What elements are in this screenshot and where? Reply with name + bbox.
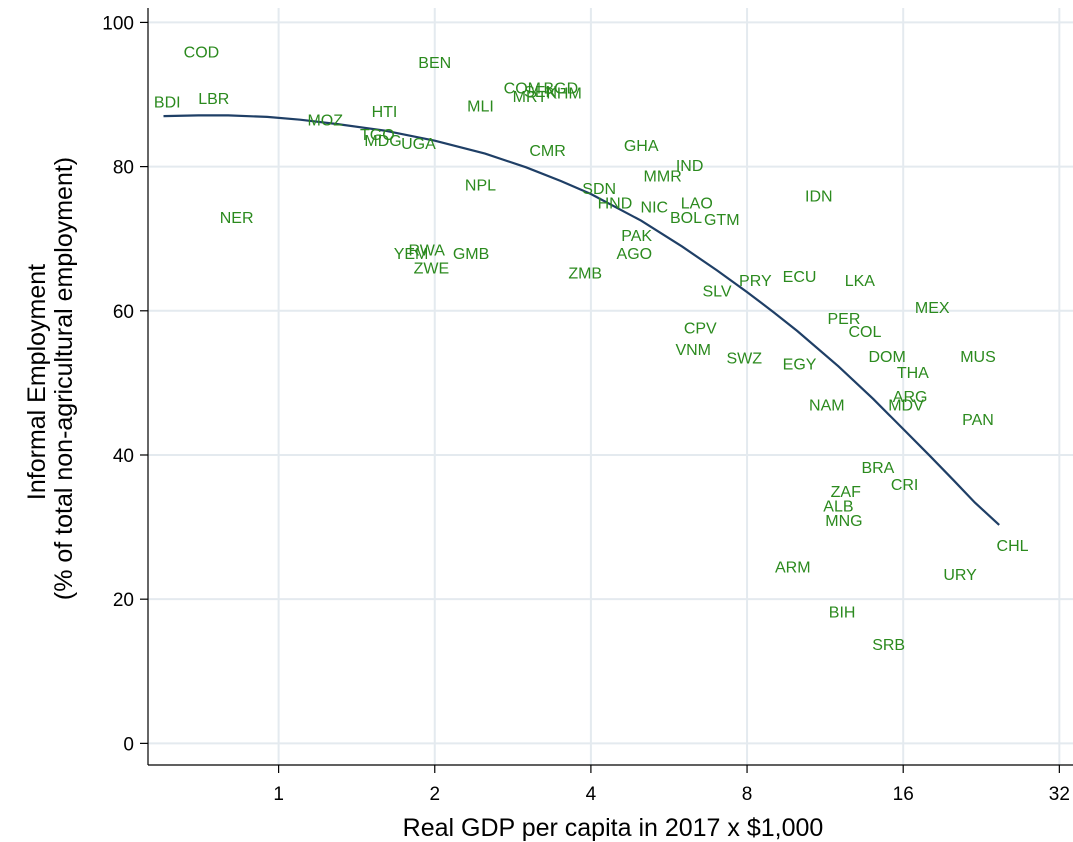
point-label-rwa: RWA — [409, 243, 446, 260]
point-label-gha: GHA — [624, 138, 659, 155]
point-label-cri: CRI — [891, 477, 919, 494]
point-label-lka: LKA — [845, 273, 876, 290]
point-label-per: PER — [828, 311, 861, 328]
point-label-mrt: MRT — [513, 89, 548, 106]
fit-curve — [163, 114, 1000, 526]
y-axis-title: Informal Employment (% of total non-agri… — [23, 157, 78, 600]
point-label-ner: NER — [220, 210, 254, 227]
y-axis-title-line-1: Informal Employment — [23, 264, 51, 500]
point-label-idn: IDN — [805, 188, 833, 205]
point-label-bra: BRA — [861, 460, 894, 477]
fit-curve-group — [163, 114, 1000, 526]
point-label-arm: ARM — [775, 560, 811, 577]
point-label-gtm: GTM — [704, 212, 740, 229]
x-tick-label: 8 — [742, 784, 753, 805]
point-label-cpv: CPV — [684, 320, 717, 337]
point-label-cod: COD — [184, 44, 220, 61]
y-tick-label: 80 — [113, 158, 134, 179]
point-label-ecu: ECU — [783, 269, 817, 286]
point-label-tgo: TGO — [360, 127, 395, 144]
x-tick-label: 4 — [586, 784, 597, 805]
point-label-dom: DOM — [868, 349, 905, 366]
point-label-mng: MNG — [825, 513, 862, 530]
point-label-bih: BIH — [829, 604, 856, 621]
point-label-tha: THA — [897, 365, 929, 382]
grid-lines — [148, 8, 1073, 765]
point-label-nic: NIC — [641, 199, 669, 216]
point-label-yem: YEM — [394, 246, 429, 263]
x-tick-label: 16 — [893, 784, 914, 805]
point-label-com: COM — [504, 80, 541, 97]
point-label-mex: MEX — [915, 300, 950, 317]
point-label-egy: EGY — [783, 356, 817, 373]
point-label-hnd: HND — [598, 196, 633, 213]
y-tick-label: 60 — [113, 302, 134, 323]
point-label-sen: SEN — [524, 84, 557, 101]
point-label-khm: KHM — [546, 85, 582, 102]
point-label-alb: ALB — [823, 498, 853, 515]
y-tick-label: 40 — [113, 446, 134, 467]
x-tick-label: 1 — [273, 784, 284, 805]
point-label-vnm: VNM — [675, 342, 711, 359]
point-label-nam: NAM — [809, 398, 845, 415]
axes: 0 20 40 60 80 100 1 2 4 8 16 32 — [102, 8, 1073, 805]
point-label-chl: CHL — [997, 538, 1029, 555]
point-label-mmr: MMR — [644, 168, 682, 185]
point-label-ben: BEN — [418, 55, 451, 72]
point-label-zwe: ZWE — [414, 261, 450, 278]
point-label-bdi: BDI — [154, 95, 181, 112]
y-tick-label: 0 — [123, 734, 134, 755]
point-label-cmr: CMR — [529, 143, 565, 160]
point-label-bol: BOL — [670, 210, 702, 227]
x-axis-title: Real GDP per capita in 2017 x $1,000 — [403, 814, 824, 842]
point-label-slv: SLV — [702, 284, 731, 301]
point-label-swz: SWZ — [726, 351, 762, 368]
point-label-npl: NPL — [465, 178, 496, 195]
point-label-arg: ARG — [893, 389, 928, 406]
y-axis-title-line-2: (% of total non-agricultural employment) — [50, 157, 78, 600]
point-label-zmb: ZMB — [568, 266, 602, 283]
y-tick-label: 100 — [102, 13, 134, 34]
point-label-ury: URY — [943, 567, 977, 584]
y-tick-label: 20 — [113, 590, 134, 611]
point-label-mli: MLI — [467, 98, 494, 115]
point-label-uga: UGA — [401, 136, 436, 153]
point-label-lbr: LBR — [198, 91, 229, 108]
point-label-hti: HTI — [372, 104, 398, 121]
point-label-gmb: GMB — [453, 246, 489, 263]
point-label-zaf: ZAF — [831, 484, 861, 501]
point-label-col: COL — [848, 324, 881, 341]
point-label-pak: PAK — [621, 228, 652, 245]
point-label-srb: SRB — [872, 637, 905, 654]
point-label-pry: PRY — [739, 273, 772, 290]
point-label-mdg: MDG — [364, 133, 401, 150]
point-label-moz: MOZ — [307, 113, 343, 130]
point-label-ago: AGO — [617, 246, 653, 263]
point-label-mdv: MDV — [888, 398, 924, 415]
x-tick-label: 2 — [429, 784, 440, 805]
point-label-ind: IND — [676, 158, 704, 175]
point-label-lao: LAO — [681, 196, 713, 213]
point-label-pan: PAN — [962, 412, 994, 429]
point-label-sdn: SDN — [582, 181, 616, 198]
point-label-bgd: BGD — [543, 80, 578, 97]
x-tick-label: 32 — [1049, 784, 1070, 805]
point-label-mus: MUS — [960, 349, 996, 366]
